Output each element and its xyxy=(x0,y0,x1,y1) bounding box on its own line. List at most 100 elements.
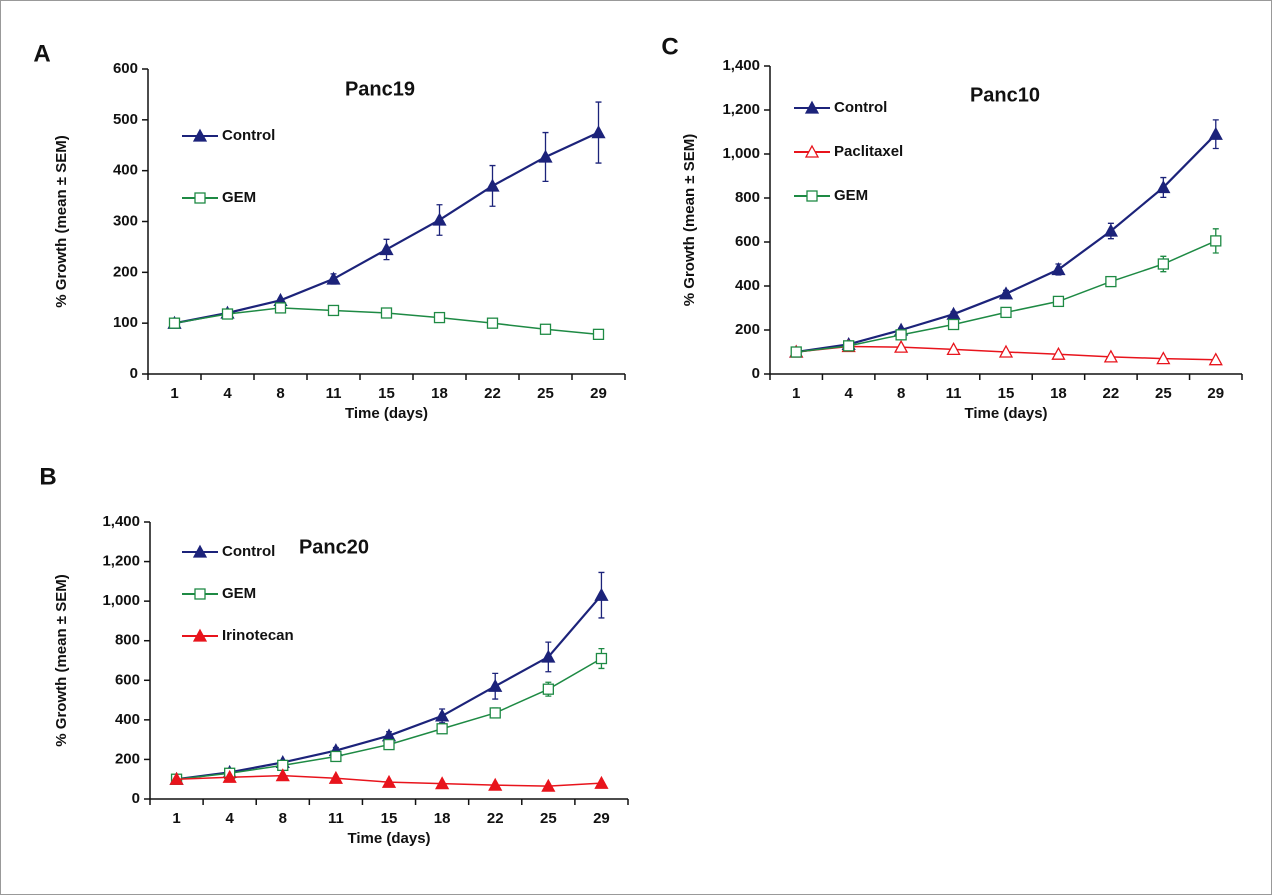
data-point xyxy=(328,770,343,784)
panel-label: C xyxy=(661,33,678,60)
y-tick-label: 400 xyxy=(735,277,760,294)
data-point xyxy=(489,707,501,719)
data-point xyxy=(330,750,342,763)
data-point xyxy=(435,708,450,722)
data-point xyxy=(843,340,855,352)
legend-marker xyxy=(804,144,820,158)
data-point xyxy=(326,271,341,285)
data-point xyxy=(379,242,394,256)
legend-label: GEM xyxy=(222,585,256,602)
data-point xyxy=(998,286,1014,300)
y-tick-label: 1,000 xyxy=(102,592,140,609)
x-tick-label: 8 xyxy=(279,810,287,827)
x-tick-label: 8 xyxy=(897,385,905,402)
data-point xyxy=(538,149,553,163)
data-point xyxy=(488,777,503,791)
legend-label: Paclitaxel xyxy=(834,143,903,160)
legend-label: GEM xyxy=(834,187,868,204)
x-tick-label: 15 xyxy=(378,385,395,402)
data-point xyxy=(169,771,184,785)
data-point xyxy=(486,317,499,329)
x-tick-label: 25 xyxy=(540,810,557,827)
legend-marker xyxy=(194,588,206,600)
data-point xyxy=(1051,346,1066,360)
panel-label: A xyxy=(33,40,50,67)
data-point xyxy=(380,307,393,319)
y-axis-label: % Growth (mean ± SEM) xyxy=(53,135,70,307)
data-point xyxy=(998,344,1014,358)
data-point xyxy=(542,683,554,695)
data-point xyxy=(1157,258,1169,270)
data-point xyxy=(594,587,609,601)
data-point xyxy=(435,776,450,790)
x-tick-label: 4 xyxy=(223,385,232,402)
x-tick-label: 22 xyxy=(1103,385,1120,402)
y-tick-label: 800 xyxy=(735,189,760,206)
y-tick-label: 500 xyxy=(113,111,138,128)
x-tick-label: 25 xyxy=(537,385,554,402)
data-point xyxy=(1210,235,1222,247)
x-axis-label: Time (days) xyxy=(964,405,1047,422)
x-tick-label: 4 xyxy=(225,810,234,827)
data-point xyxy=(592,328,605,341)
legend-marker xyxy=(194,192,206,204)
data-point xyxy=(383,738,395,751)
y-tick-label: 800 xyxy=(115,632,140,649)
y-tick-label: 200 xyxy=(735,321,760,338)
legend-label: Irinotecan xyxy=(222,627,294,644)
data-point xyxy=(1156,351,1171,365)
y-tick-label: 1,200 xyxy=(102,553,140,570)
data-point xyxy=(381,774,397,788)
y-tick-label: 1,000 xyxy=(722,145,760,162)
data-point xyxy=(433,311,446,324)
data-point xyxy=(1208,126,1223,140)
x-tick-label: 11 xyxy=(328,810,344,827)
x-tick-label: 22 xyxy=(484,385,501,402)
data-point xyxy=(1105,275,1117,288)
y-tick-label: 1,400 xyxy=(722,57,760,74)
x-tick-label: 11 xyxy=(326,385,342,402)
chart-title: Panc10 xyxy=(970,84,1040,106)
data-point xyxy=(591,125,606,139)
data-point xyxy=(594,775,609,789)
x-tick-label: 11 xyxy=(946,385,962,402)
y-tick-label: 400 xyxy=(115,711,140,728)
y-axis-label: % Growth (mean ± SEM) xyxy=(681,134,698,306)
y-tick-label: 600 xyxy=(735,233,760,250)
x-tick-label: 8 xyxy=(276,385,284,402)
data-point xyxy=(1051,262,1066,276)
y-axis-label: % Growth (mean ± SEM) xyxy=(53,574,70,746)
y-tick-label: 1,200 xyxy=(722,101,760,118)
data-point xyxy=(222,769,237,783)
data-point xyxy=(1103,223,1118,237)
data-point xyxy=(274,302,287,314)
x-axis-label: Time (days) xyxy=(345,405,428,422)
y-tick-label: 0 xyxy=(130,365,138,382)
y-tick-label: 200 xyxy=(113,263,138,280)
y-tick-label: 0 xyxy=(132,790,140,807)
legend-marker xyxy=(192,128,208,142)
panel-label: B xyxy=(39,463,56,490)
y-tick-label: 0 xyxy=(752,365,760,382)
x-tick-label: 1 xyxy=(792,385,800,402)
x-tick-label: 18 xyxy=(431,385,448,402)
data-point xyxy=(488,678,503,692)
data-point xyxy=(275,768,290,782)
data-point xyxy=(894,339,909,353)
data-point xyxy=(436,723,448,735)
y-tick-label: 1,400 xyxy=(102,513,140,530)
data-point xyxy=(541,778,556,792)
x-tick-label: 29 xyxy=(593,810,610,827)
x-tick-label: 1 xyxy=(170,385,178,402)
legend-marker xyxy=(192,544,208,558)
data-point xyxy=(1103,349,1118,363)
legend-label: GEM xyxy=(222,189,256,206)
chart-title: Panc20 xyxy=(299,536,369,558)
data-point xyxy=(485,178,500,192)
legend-label: Control xyxy=(222,543,275,560)
x-tick-label: 29 xyxy=(1207,385,1224,402)
x-tick-label: 29 xyxy=(590,385,607,402)
y-tick-label: 600 xyxy=(115,671,140,688)
